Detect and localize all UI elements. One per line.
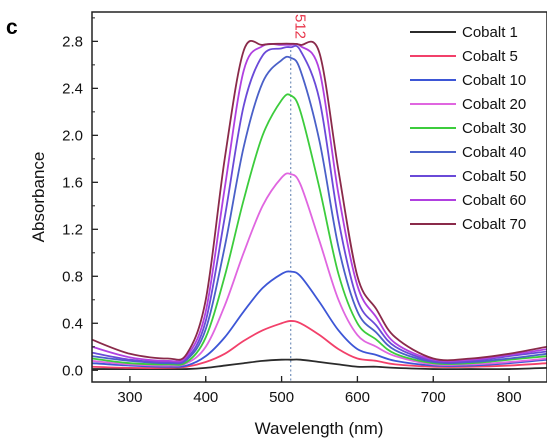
- series-line-3: [91, 270, 547, 368]
- x-tick-label: 300: [117, 389, 142, 406]
- legend-label: Cobalt 60: [462, 192, 526, 209]
- peak-annotation: 512: [292, 14, 309, 39]
- legend-label: Cobalt 40: [462, 144, 526, 161]
- panel-label: c: [6, 16, 18, 39]
- x-tick-label: 400: [193, 389, 218, 406]
- series-line-6: [91, 55, 547, 365]
- y-tick-label: 1.2: [62, 221, 83, 238]
- x-tick-label: 500: [269, 389, 294, 406]
- legend-label: Cobalt 1: [462, 24, 518, 41]
- x-tick-label: 600: [345, 389, 370, 406]
- plot-area: 300 400 500 600 700 800 0.0 0.4 0.8 1.2 1.6 2.0 2.4 2…: [62, 11, 547, 406]
- series-line-5: [91, 93, 547, 366]
- x-axis-title: Wavelength (nm): [255, 419, 384, 438]
- x-tick-label: 800: [497, 389, 522, 406]
- y-tick-label: 2.0: [62, 127, 83, 144]
- y-axis-title: Absorbance: [29, 152, 48, 243]
- y-tick-label: 0.0: [62, 362, 83, 379]
- series-line-7: [91, 44, 547, 364]
- tick-layer: 300 400 500 600 700 800 0.0 0.4 0.8 1.2 1.6 2.0 2.4 2…: [62, 17, 522, 406]
- y-tick-label: 2.4: [62, 80, 83, 97]
- legend-label: Cobalt 70: [462, 216, 526, 233]
- series-line-1: [92, 358, 547, 371]
- legend-label: Cobalt 10: [462, 72, 526, 89]
- legend-label: Cobalt 30: [462, 120, 526, 137]
- y-tick-label: 2.8: [62, 33, 83, 50]
- legend-label: Cobalt 50: [462, 168, 526, 185]
- x-tick-label: 700: [421, 389, 446, 406]
- series-line-9: [91, 39, 547, 362]
- y-tick-label: 0.4: [62, 315, 83, 332]
- series-line-2: [91, 320, 547, 369]
- y-tick-label: 0.8: [62, 268, 83, 285]
- legend-label: Cobalt 5: [462, 48, 518, 65]
- plot-frame: [91, 11, 547, 383]
- series-line-4: [91, 172, 547, 367]
- legend: Cobalt 1 Cobalt 5 Cobalt 10 Cobalt 20 Cobalt…: [410, 24, 526, 233]
- legend-label: Cobalt 20: [462, 96, 526, 113]
- y-tick-label: 1.6: [62, 174, 83, 191]
- series-layer: [91, 39, 547, 371]
